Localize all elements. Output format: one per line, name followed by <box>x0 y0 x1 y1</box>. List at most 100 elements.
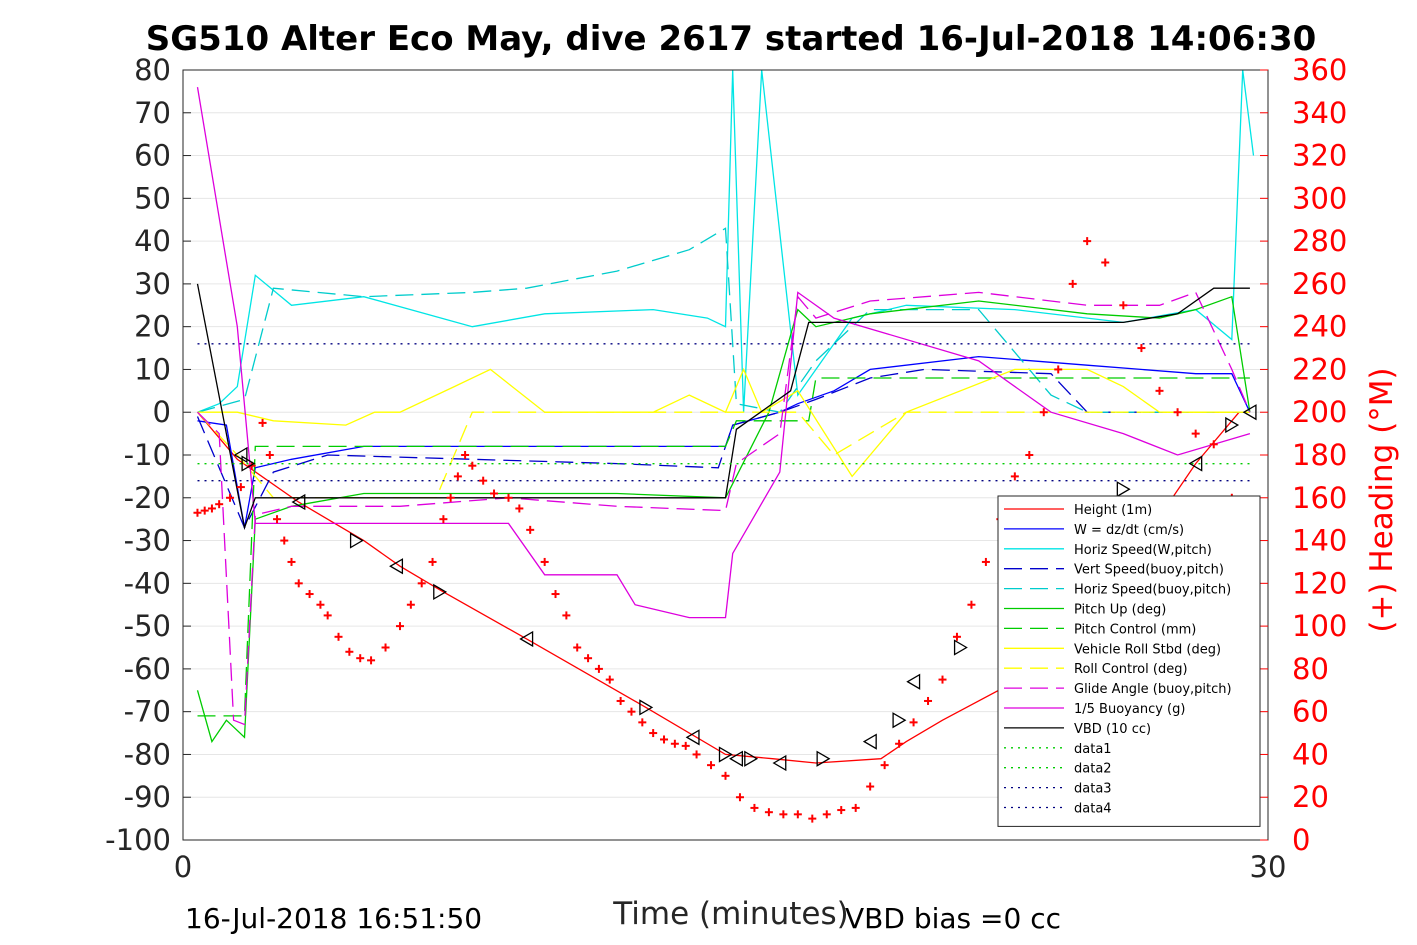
heading-point <box>1083 237 1092 246</box>
heading-point <box>808 814 817 823</box>
heading-point <box>1068 279 1077 288</box>
left-tick-label: -70 <box>124 695 171 729</box>
heading-point <box>981 557 990 566</box>
legend-label: Horiz Speed(W,pitch) <box>1074 543 1212 558</box>
depth-marker <box>685 729 700 746</box>
left-tick-label: 0 <box>153 395 171 429</box>
depth-marker <box>953 639 968 656</box>
left-tick-label: 30 <box>134 267 171 301</box>
depth-marker <box>519 630 534 648</box>
left-tick-label: -100 <box>105 823 171 857</box>
heading-point <box>895 739 904 748</box>
right-tick-label: 340 <box>1292 96 1347 130</box>
depth-marker <box>1116 481 1131 498</box>
depth-marker <box>744 750 759 767</box>
heading-point <box>952 632 961 641</box>
right-tick-label: 100 <box>1292 609 1347 643</box>
heading-point <box>258 418 267 427</box>
left-tick-label: 40 <box>134 224 171 258</box>
heading-point <box>381 643 390 652</box>
heading-point <box>428 557 437 566</box>
heading-point <box>287 557 296 566</box>
depth-marker <box>349 532 364 549</box>
x-axis-label: Time (minutes) <box>612 896 848 932</box>
heading-point <box>1173 408 1182 417</box>
heading-point <box>396 622 404 631</box>
heading-point <box>461 451 470 459</box>
left-tick-label: -10 <box>124 438 171 472</box>
right-tick-label: 220 <box>1292 352 1347 386</box>
right-tick-label: 200 <box>1292 395 1347 429</box>
depth-marker <box>718 746 733 763</box>
depth-marker <box>1225 416 1240 434</box>
right-tick-label: 260 <box>1292 267 1347 301</box>
heading-point <box>638 718 647 727</box>
right-tick-label: 160 <box>1292 481 1347 515</box>
bottom-axis-ticks: 0 30 <box>174 832 1286 884</box>
heading-point <box>909 718 918 727</box>
series-line-8 <box>197 367 1250 478</box>
left-tick-label: -50 <box>124 609 171 643</box>
footer-vbd-bias: VBD bias =0 cc <box>845 902 1061 935</box>
heading-point <box>1054 365 1063 374</box>
heading-point <box>1101 258 1110 267</box>
heading-point <box>1191 429 1200 438</box>
series-line-7 <box>197 377 1250 717</box>
heading-point <box>594 664 603 673</box>
depth-marker <box>291 493 306 511</box>
heading-point <box>215 500 224 509</box>
legend-label: data4 <box>1074 802 1112 817</box>
heading-point <box>707 761 716 770</box>
left-tick-label: 70 <box>134 96 171 130</box>
right-tick-label: 240 <box>1292 310 1347 344</box>
heading-point <box>356 654 365 663</box>
heading-point <box>1039 408 1048 417</box>
left-tick-label: 60 <box>134 139 171 173</box>
legend-label: Vert Speed(buoy,pitch) <box>1074 563 1224 578</box>
right-tick-label: 80 <box>1292 652 1329 686</box>
heading-point <box>573 643 582 652</box>
heading-point <box>323 611 332 620</box>
right-tick-label: 40 <box>1292 737 1329 771</box>
heading-point <box>764 808 773 817</box>
heading-point <box>837 806 846 815</box>
heading-point <box>334 632 343 641</box>
right-tick-label: 320 <box>1292 139 1347 173</box>
legend-label: Horiz Speed(buoy,pitch) <box>1074 583 1231 598</box>
heading-point <box>779 810 788 819</box>
heading-point <box>504 493 513 502</box>
heading-point <box>294 579 303 588</box>
legend-label: 1/5 Buoyancy (g) <box>1074 702 1185 717</box>
heading-point <box>670 739 679 748</box>
series-line-12 <box>196 283 1250 531</box>
left-tick-label: -80 <box>124 737 171 771</box>
heading-point <box>822 810 831 819</box>
legend-label: VBD (10 cc) <box>1074 722 1151 737</box>
heading-point <box>551 590 560 599</box>
right-tick-label: 120 <box>1292 566 1347 600</box>
heading-point <box>649 729 658 738</box>
legend-label: data3 <box>1074 782 1112 797</box>
heading-point <box>305 590 314 599</box>
legend-label: Glide Angle (buoy,pitch) <box>1074 682 1232 697</box>
legend: Height (1m) W = dz/dt (cm/s) Horiz Speed(W… <box>997 495 1261 827</box>
heading-point <box>200 506 209 515</box>
footer-timestamp: 16-Jul-2018 16:51:50 <box>185 902 482 935</box>
heading-point <box>280 536 289 545</box>
heading-point <box>193 508 202 517</box>
left-tick-label: 80 <box>134 53 171 87</box>
heading-point <box>866 782 875 791</box>
left-tick-label: -20 <box>124 481 171 515</box>
legend-label: data1 <box>1074 742 1112 757</box>
heading-point <box>793 810 802 819</box>
depth-marker <box>241 455 256 472</box>
series-line-6 <box>196 295 1251 744</box>
heading-point <box>479 476 488 485</box>
series-line-5 <box>197 227 1232 413</box>
depth-marker <box>862 733 877 750</box>
heading-point <box>207 504 216 513</box>
legend-label: Height (1m) <box>1074 503 1152 518</box>
right-axis-label: (+) Heading (°M) <box>1364 367 1400 632</box>
heading-point <box>226 493 235 502</box>
heading-point <box>1010 472 1019 481</box>
